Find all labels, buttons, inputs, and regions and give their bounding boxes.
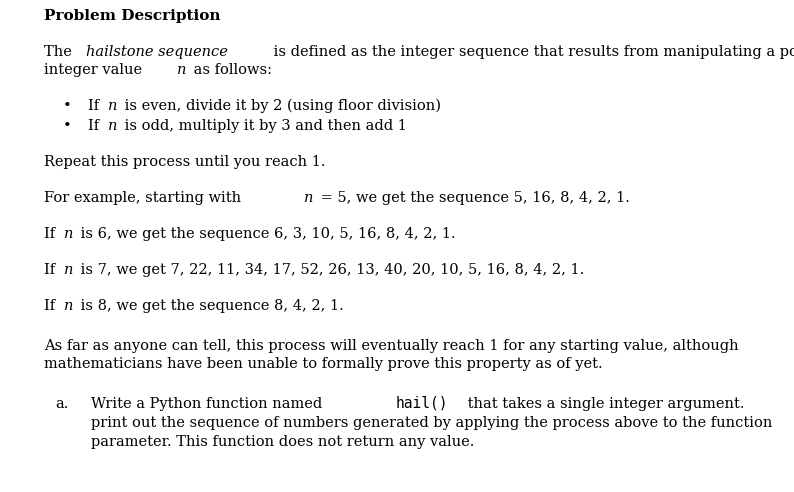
Text: is odd, multiply it by 3 and then add 1: is odd, multiply it by 3 and then add 1 — [121, 119, 407, 133]
Text: is 8, we get the sequence 8, 4, 2, 1.: is 8, we get the sequence 8, 4, 2, 1. — [76, 299, 344, 313]
Text: •: • — [63, 119, 71, 133]
Text: is defined as the integer sequence that results from manipulating a positive: is defined as the integer sequence that … — [269, 45, 794, 59]
Text: If: If — [44, 263, 60, 277]
Text: integer value: integer value — [44, 63, 147, 77]
Text: Problem Description: Problem Description — [44, 9, 221, 23]
Text: parameter. This function does not return any value.: parameter. This function does not return… — [91, 435, 474, 449]
Text: hailstone sequence: hailstone sequence — [86, 45, 228, 59]
Text: If: If — [88, 119, 104, 133]
Text: print out the sequence of numbers generated by applying the process above to the: print out the sequence of numbers genera… — [91, 416, 773, 430]
Text: Repeat this process until you reach 1.: Repeat this process until you reach 1. — [44, 155, 326, 169]
Text: n: n — [64, 263, 74, 277]
Text: If: If — [44, 227, 60, 241]
Text: = 5, we get the sequence 5, 16, 8, 4, 2, 1.: = 5, we get the sequence 5, 16, 8, 4, 2,… — [317, 191, 630, 205]
Text: If: If — [88, 99, 104, 113]
Text: is 6, we get the sequence 6, 3, 10, 5, 16, 8, 4, 2, 1.: is 6, we get the sequence 6, 3, 10, 5, 1… — [76, 227, 456, 241]
Text: n: n — [176, 63, 186, 77]
Text: n: n — [64, 227, 74, 241]
Text: n: n — [108, 99, 118, 113]
Text: If: If — [44, 299, 60, 313]
Text: hail(): hail() — [395, 396, 448, 411]
Text: For example, starting with: For example, starting with — [44, 191, 246, 205]
Text: a.: a. — [55, 397, 68, 411]
Text: n: n — [304, 191, 314, 205]
Text: mathematicians have been unable to formally prove this property as of yet.: mathematicians have been unable to forma… — [44, 357, 603, 371]
Text: n: n — [108, 119, 118, 133]
Text: is even, divide it by 2 (using floor division): is even, divide it by 2 (using floor div… — [121, 98, 441, 113]
Text: that takes a single integer argument.: that takes a single integer argument. — [463, 397, 750, 411]
Text: The: The — [44, 45, 76, 59]
Text: is 7, we get 7, 22, 11, 34, 17, 52, 26, 13, 40, 20, 10, 5, 16, 8, 4, 2, 1.: is 7, we get 7, 22, 11, 34, 17, 52, 26, … — [76, 263, 584, 277]
Text: Write a Python function named: Write a Python function named — [91, 397, 327, 411]
Text: As far as anyone can tell, this process will eventually reach 1 for any starting: As far as anyone can tell, this process … — [44, 339, 738, 353]
Text: n: n — [64, 299, 74, 313]
Text: as follows:: as follows: — [189, 63, 272, 77]
Text: •: • — [63, 99, 71, 113]
